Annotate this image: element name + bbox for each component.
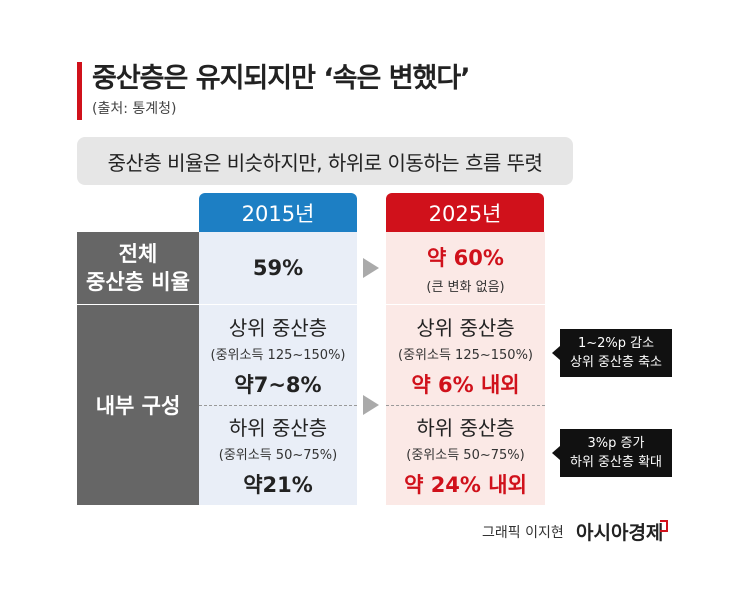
divider [386,405,545,406]
brand: 아시아경제 [576,522,664,544]
cell: 약 60% (큰 변화 없음) [386,232,545,305]
title-bar [77,62,82,120]
group-name: 상위 중산층 [416,315,515,340]
callout: 3%p 증가 하위 중산층 확대 [552,429,672,477]
callout-line: 1~2%p 감소 [577,336,655,351]
column-header: 2015년 [199,193,357,232]
value: 약 6% 내외 [411,372,520,397]
arrow [363,395,379,415]
callout-line: 하위 중산층 확대 [570,455,662,470]
note: (큰 변화 없음) [426,279,505,295]
group: 하위 중산층 (중위소득 50~75%) 약 24% 내외 [386,406,545,505]
value: 59% [252,256,304,280]
value: 약7~8% [234,372,322,397]
source: (출처: 통계청) [92,101,177,117]
value: 약 60% [427,245,504,270]
row-label-line: 중산층 비율 [86,270,190,294]
arrow [363,258,379,278]
row-label: 전체 중산층 비율 [77,232,199,305]
group: 하위 중산층 (중위소득 50~75%) 약21% [199,406,357,505]
group-range: (중위소득 50~75%) [406,448,525,463]
summary: 중산층 비율은 비슷하지만, 하위로 이동하는 흐름 뚜렷 [77,137,573,185]
cell: 59% [199,232,357,305]
group-name: 하위 중산층 [416,416,515,440]
group: 상위 중산층 (중위소득 125~150%) 약 6% 내외 [386,305,545,405]
cell: 상위 중산층 (중위소득 125~150%) 약7~8% 하위 중산층 (중위소… [199,305,357,505]
group-name: 상위 중산층 [228,315,328,340]
callout-line: 3%p 증가 [587,436,645,451]
title: 중산층은 유지되지만 ‘속은 변했다’ [92,63,470,94]
column-header: 2025년 [386,193,544,232]
group-range: (중위소득 50~75%) [218,448,338,463]
cell: 상위 중산층 (중위소득 125~150%) 약 6% 내외 하위 중산층 (중… [386,305,545,505]
group-name: 하위 중산층 [228,416,328,440]
credit: 그래픽 이지현 [482,525,564,541]
row-label-line: 전체 [118,242,158,266]
value: 약 24% 내외 [404,473,527,497]
group-range: (중위소득 125~150%) [210,347,346,363]
row-label: 내부 구성 [77,305,199,505]
divider [199,405,357,406]
group-range: (중위소득 125~150%) [398,347,533,363]
brand-mark [660,520,668,532]
callout-line: 상위 중산층 축소 [570,355,662,370]
value: 약21% [243,473,313,497]
group: 상위 중산층 (중위소득 125~150%) 약7~8% [199,305,357,405]
callout: 1~2%p 감소 상위 중산층 축소 [552,329,672,377]
